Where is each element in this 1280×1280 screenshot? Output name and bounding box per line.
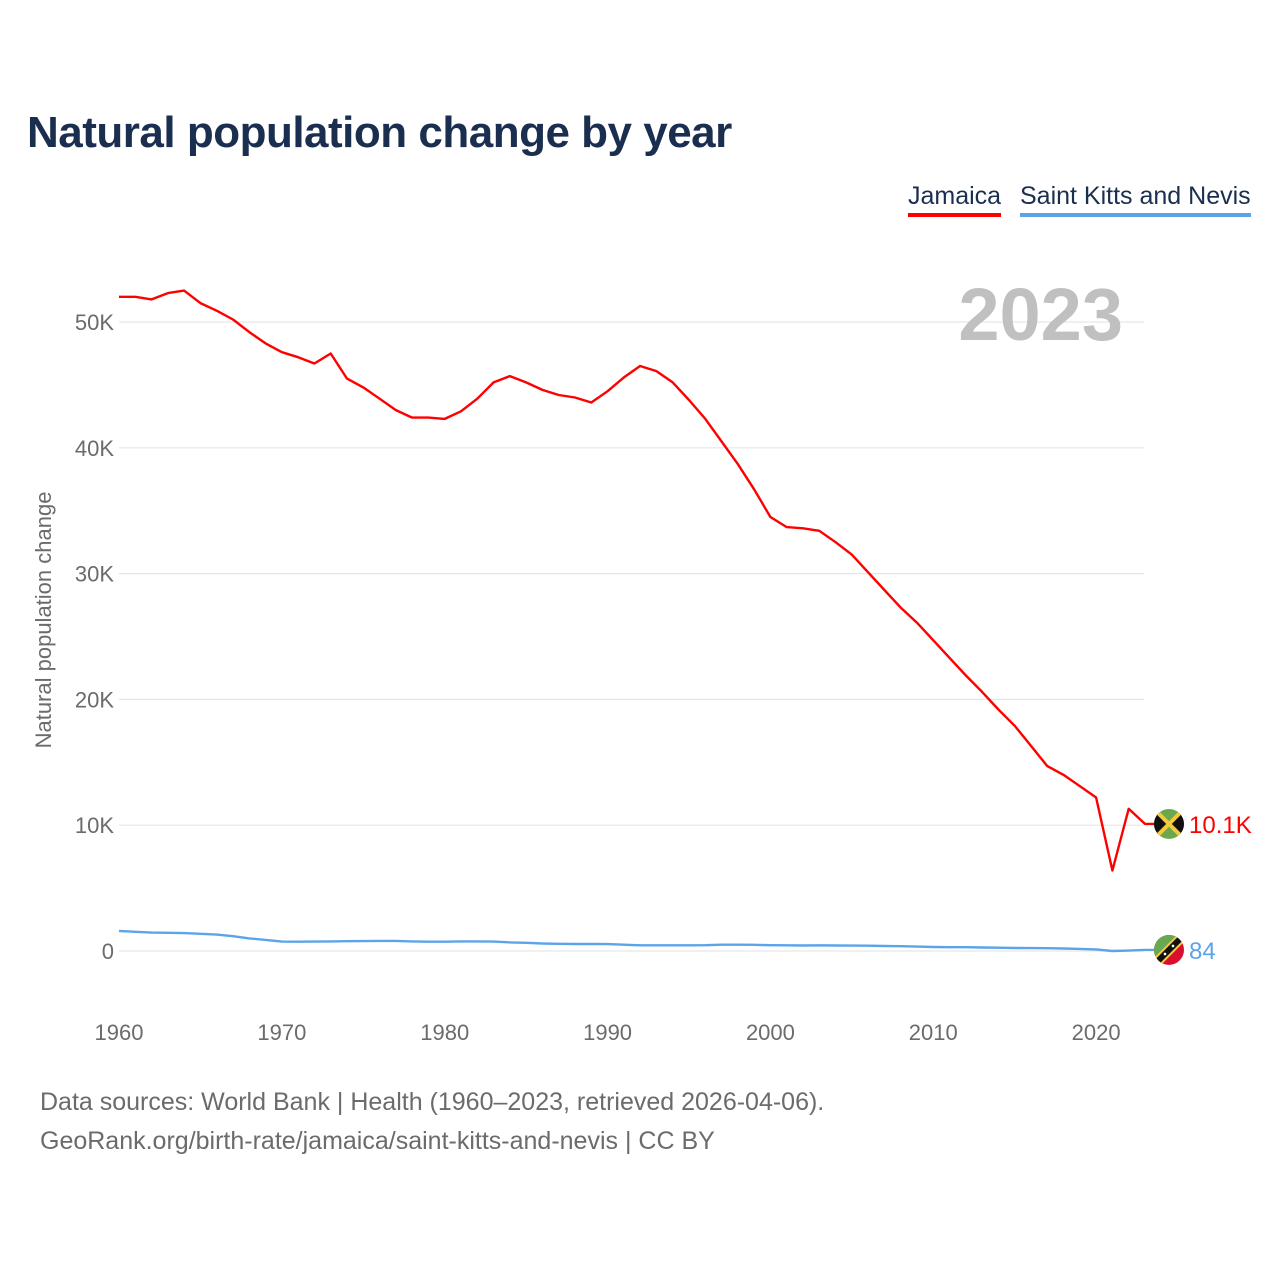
y-tick-label: 10K bbox=[75, 813, 114, 838]
x-tick-label: 1990 bbox=[583, 1020, 632, 1045]
y-tick-label: 30K bbox=[75, 562, 114, 587]
end-value-label: 84 bbox=[1189, 938, 1216, 965]
x-tick-label: 1980 bbox=[420, 1020, 469, 1045]
end-value-label: 10.1K bbox=[1189, 812, 1252, 839]
series-line-saint-kitts-and-nevis[interactable] bbox=[118, 929, 1155, 953]
series-line-jamaica[interactable] bbox=[119, 289, 1155, 872]
jamaica-flag-icon bbox=[1154, 808, 1184, 839]
x-tick-label: 2020 bbox=[1072, 1020, 1121, 1045]
x-tick-label: 1970 bbox=[257, 1020, 306, 1045]
year-watermark: 2023 bbox=[958, 273, 1123, 356]
legend-item-saint-kitts-and-nevis[interactable]: Saint Kitts and Nevis bbox=[1020, 182, 1251, 217]
y-axis-label: Natural population change bbox=[31, 492, 56, 749]
y-tick-label: 20K bbox=[75, 687, 114, 712]
x-tick-label: 1960 bbox=[95, 1020, 144, 1045]
footer-sources: Data sources: World Bank | Health (1960–… bbox=[40, 1088, 825, 1116]
x-tick-label: 2010 bbox=[909, 1020, 958, 1045]
saint-kitts-and-nevis-flag-icon bbox=[1154, 934, 1184, 965]
footer-credit[interactable]: GeoRank.org/birth-rate/jamaica/saint-kit… bbox=[40, 1127, 715, 1155]
y-tick-label: 50K bbox=[75, 310, 114, 335]
legend-item-jamaica[interactable]: Jamaica bbox=[908, 182, 1002, 217]
y-tick-label: 40K bbox=[75, 436, 114, 461]
chart-title: Natural population change by year bbox=[27, 108, 732, 157]
y-tick-label: 0 bbox=[102, 939, 114, 964]
x-tick-label: 2000 bbox=[746, 1020, 795, 1045]
